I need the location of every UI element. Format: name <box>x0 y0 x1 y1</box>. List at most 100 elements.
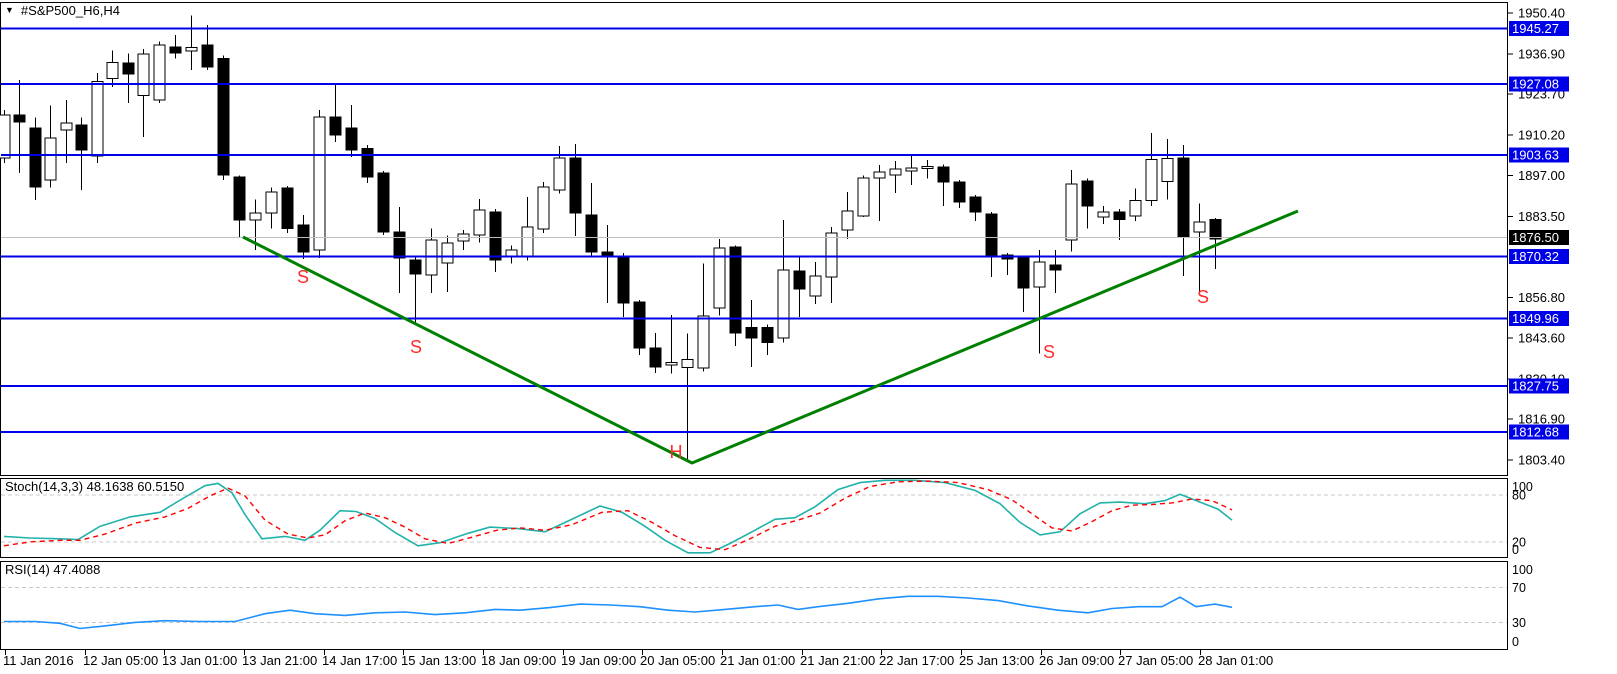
time-axis-label: 12 Jan 05:00 <box>83 653 158 668</box>
candle-bullish <box>1065 169 1078 252</box>
candle-bearish <box>122 53 135 104</box>
time-axis-label: 20 Jan 05:00 <box>640 653 715 668</box>
price-axis-tick-label: 1910.20 <box>1518 128 1565 143</box>
rsi-indicator-label: RSI(14) 47.4088 <box>5 562 101 577</box>
hline-price-tag-label: 1903.63 <box>1512 148 1559 163</box>
hline-price-tag <box>1509 147 1569 163</box>
candle-bearish <box>1177 144 1190 277</box>
candle-bearish <box>793 256 806 318</box>
candle-bullish <box>91 72 104 163</box>
hline-price-tag <box>1509 378 1569 394</box>
price-axis-tick-label: 1843.60 <box>1518 330 1565 345</box>
main-chart-panel-border <box>0 2 1508 476</box>
candle-bullish <box>44 105 57 188</box>
rsi-panel-border <box>0 561 1508 650</box>
time-axis-label: 19 Jan 09:00 <box>561 653 636 668</box>
rsi-scale-scale-label: 0 <box>1512 635 1519 649</box>
candle-bearish <box>201 24 214 71</box>
candle-bearish <box>489 208 502 273</box>
trendline-v-shape[interactable] <box>242 209 1299 465</box>
candle-bullish <box>1129 188 1142 221</box>
candle-bearish <box>75 117 88 190</box>
candle-bearish <box>617 252 630 317</box>
support-resistance-lines: 1945.27 1927.08 1903.63 1870.32 1849.96 1827.… <box>1 21 1569 440</box>
current-price-tag <box>1509 230 1569 246</box>
shoulder-marker[interactable]: S <box>410 337 422 357</box>
price-axis-tick-label: 1950.40 <box>1518 6 1565 21</box>
candle-bullish <box>857 175 870 218</box>
candle-bullish <box>873 165 886 221</box>
candle-bearish <box>649 333 662 374</box>
candle-bearish <box>953 179 966 209</box>
shoulder-marker[interactable]: S <box>1197 287 1209 307</box>
candle-bearish <box>217 55 230 180</box>
candle-bullish <box>905 155 918 186</box>
candle-bullish <box>521 196 534 261</box>
time-axis-label: 21 Jan 21:00 <box>800 653 875 668</box>
hline-price-tag <box>1509 76 1569 92</box>
candle-bearish <box>985 211 998 277</box>
stoch-scale-scale-label: 0 <box>1512 543 1519 557</box>
candle-bullish <box>553 145 566 194</box>
candle-bullish <box>137 49 150 137</box>
rsi-scale-scale-label: 70 <box>1512 581 1526 595</box>
candle-bullish <box>1097 205 1110 225</box>
candlestick-series <box>0 15 1222 463</box>
hline-price-tag-label: 1870.32 <box>1512 249 1559 264</box>
candle-bullish <box>681 333 694 463</box>
stoch-panel-border <box>0 478 1508 558</box>
head-marker[interactable]: H <box>670 442 683 462</box>
hline-price-tag-label: 1812.68 <box>1512 424 1559 439</box>
candle-bullish <box>1145 132 1158 206</box>
candle-bullish <box>1033 249 1046 354</box>
candle-bearish <box>169 34 182 59</box>
candle-bearish <box>937 164 950 207</box>
candle-bullish <box>185 15 198 71</box>
candle-bearish <box>1017 255 1030 313</box>
candle-bearish <box>377 170 390 235</box>
rsi-scale-scale-label: 100 <box>1512 563 1533 577</box>
candle-bearish <box>569 144 582 236</box>
shoulder-marker[interactable]: S <box>297 267 309 287</box>
candle-bearish <box>1081 178 1094 229</box>
candle-bearish <box>601 225 614 304</box>
time-axis: 11 Jan 2016 12 Jan 05:00 13 Jan 01:00 13 Ja… <box>3 650 1273 668</box>
stoch-k-line <box>3 479 1233 554</box>
rsi-line <box>4 595 1233 630</box>
candle-bearish <box>345 105 358 158</box>
pattern-markers: S S S S H <box>297 267 1209 462</box>
candle-bearish <box>233 175 246 238</box>
candle-bearish <box>329 82 342 142</box>
candle-bearish <box>761 324 774 356</box>
candle-bearish <box>393 207 406 294</box>
candle-bullish <box>841 191 854 239</box>
candle-bearish <box>729 245 742 346</box>
time-axis-label: 13 Jan 21:00 <box>242 653 317 668</box>
stoch-scale-scale-label: 20 <box>1512 535 1526 549</box>
rsi-scale: 100 70 30 0 <box>1 563 1533 649</box>
price-axis-tick-label: 1883.50 <box>1518 209 1565 224</box>
stochastic-indicator-label: Stoch(14,3,3) 48.1638 60.5150 <box>5 479 185 494</box>
time-axis-label: 18 Jan 09:00 <box>481 653 556 668</box>
candle-bearish <box>1113 208 1126 241</box>
candle-bullish <box>665 314 678 374</box>
candle-bullish <box>713 239 726 316</box>
candle-bullish <box>809 262 822 305</box>
time-axis-label: 28 Jan 01:00 <box>1198 653 1273 668</box>
chart-title-bar: ▼ #S&P500_H6,H4 <box>5 3 120 18</box>
hline-price-tag <box>1509 310 1569 326</box>
candle-bullish <box>1161 138 1174 200</box>
hline-price-tag <box>1509 424 1569 440</box>
candle-bullish <box>313 110 326 259</box>
shoulder-marker[interactable]: S <box>1043 342 1055 362</box>
current-price-tag-label: 1876.50 <box>1512 230 1559 245</box>
hline-price-tag-label: 1827.75 <box>1512 378 1559 393</box>
candle-bullish <box>889 161 902 194</box>
candle-bearish <box>361 144 374 183</box>
candle-bullish <box>425 228 438 294</box>
chart-dropdown-icon: ▼ <box>5 5 14 15</box>
candle-bearish <box>1209 217 1222 270</box>
